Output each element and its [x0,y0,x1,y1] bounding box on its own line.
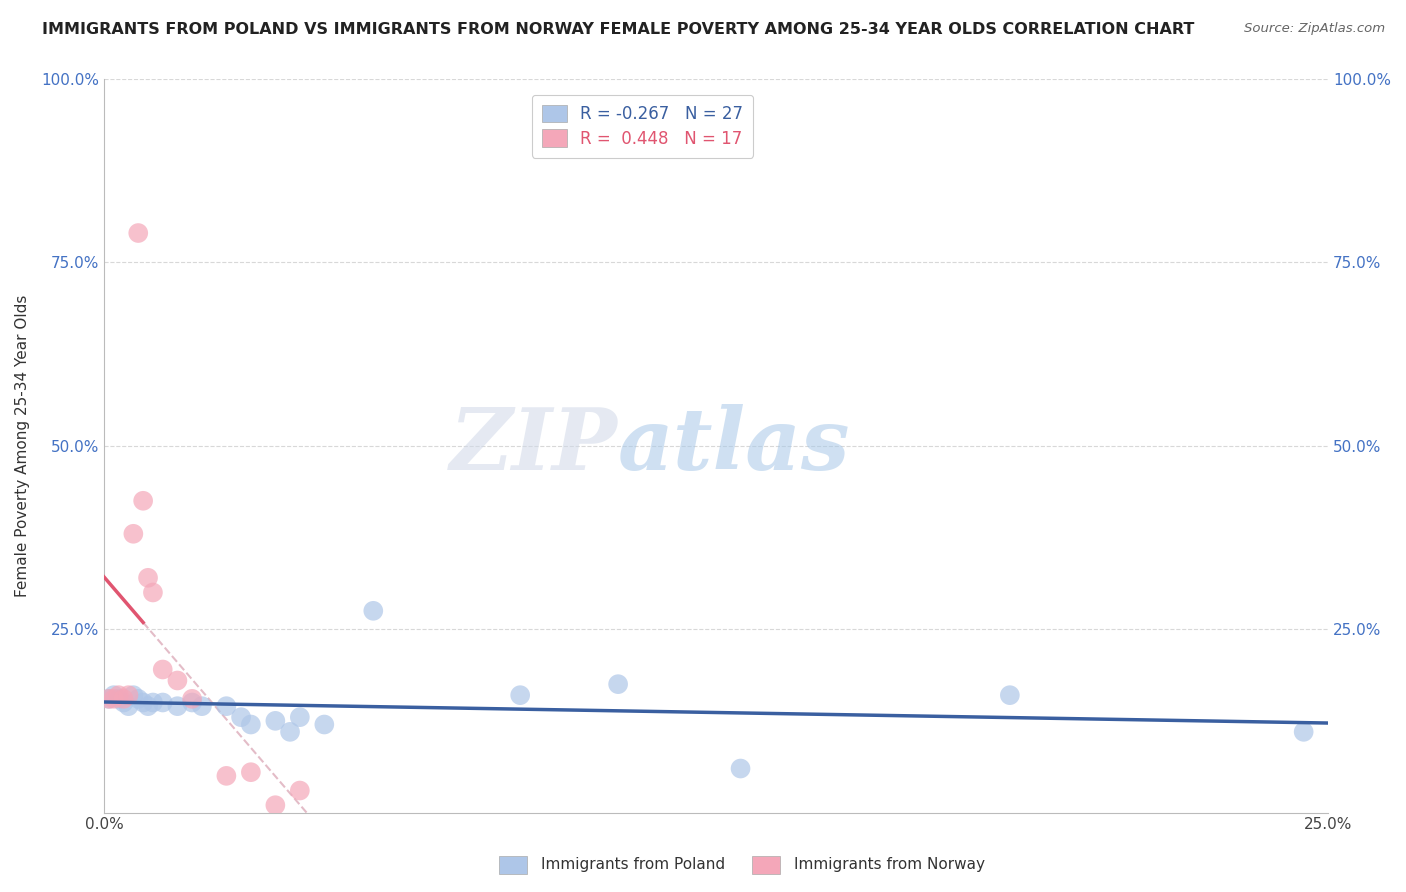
Point [229,710,252,724]
Point [142,585,165,599]
Point [136,571,159,585]
Legend: R = -0.267   N = 27, R =  0.448   N = 17: R = -0.267 N = 27, R = 0.448 N = 17 [531,95,754,158]
Point [152,696,174,710]
Point [314,717,336,731]
Point [166,699,188,714]
Point [122,688,145,702]
Point [97,691,120,706]
Text: ZIP: ZIP [450,404,619,488]
Point [103,688,125,702]
Point [117,688,139,702]
Text: Immigrants from Poland: Immigrants from Poland [541,857,725,872]
Point [166,673,188,688]
Point [103,691,125,706]
Point [215,699,238,714]
Point [239,717,262,731]
Point [142,696,165,710]
Point [191,699,214,714]
Point [278,724,301,739]
Point [117,699,139,714]
Point [730,762,752,776]
Point [998,688,1021,702]
Point [112,696,135,710]
Point [181,691,204,706]
Point [152,663,174,677]
Text: atlas: atlas [619,404,851,488]
Point [127,691,149,706]
Point [122,526,145,541]
Point [132,696,155,710]
Point [361,604,384,618]
Point [136,699,159,714]
Point [215,769,238,783]
Point [264,798,287,813]
Point [97,691,120,706]
Point [288,710,311,724]
Point [288,783,311,797]
Point [112,691,135,706]
Y-axis label: Female Poverty Among 25-34 Year Olds: Female Poverty Among 25-34 Year Olds [15,294,30,597]
Point [607,677,630,691]
Text: Immigrants from Norway: Immigrants from Norway [794,857,986,872]
Point [127,226,149,240]
Point [239,765,262,780]
Point [264,714,287,728]
Point [132,493,155,508]
Point [181,696,204,710]
Text: IMMIGRANTS FROM POLAND VS IMMIGRANTS FROM NORWAY FEMALE POVERTY AMONG 25-34 YEAR: IMMIGRANTS FROM POLAND VS IMMIGRANTS FRO… [42,22,1195,37]
Point [1292,724,1315,739]
Point [509,688,531,702]
Text: Source: ZipAtlas.com: Source: ZipAtlas.com [1244,22,1385,36]
Point [107,688,129,702]
Point [107,691,129,706]
